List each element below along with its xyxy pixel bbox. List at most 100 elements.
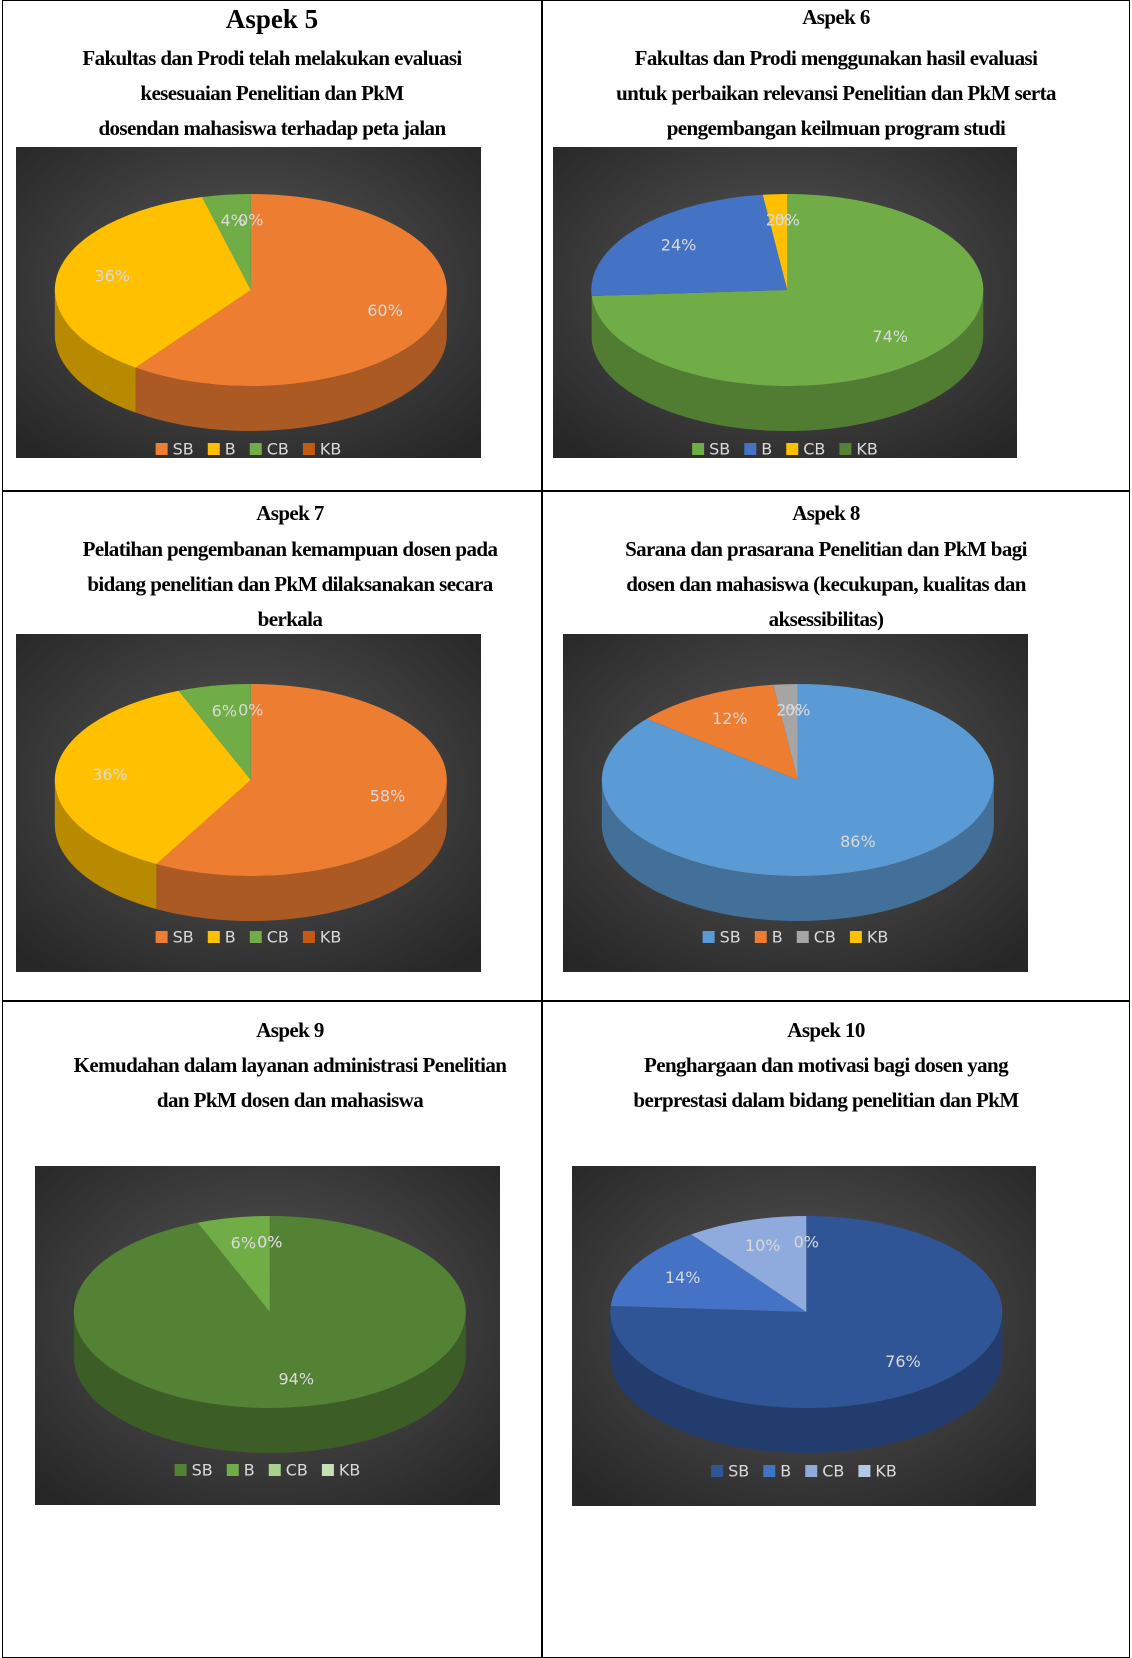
pie-chart: 86% 12% 2%0% SB B CB KB <box>563 634 1028 972</box>
data-label: 86% <box>840 832 876 851</box>
pie-chart: 58% 36% 6% 0% SB B CB KB <box>16 634 481 972</box>
pie-slice-side <box>73 1312 466 1453</box>
legend-swatch <box>849 931 862 943</box>
data-label: 10% <box>745 1236 781 1255</box>
legend: SB B CB KB <box>702 928 888 947</box>
legend-label: B <box>772 928 783 947</box>
legend: SB B CB KB <box>692 440 878 459</box>
legend-label: SB <box>173 928 194 947</box>
description-line: berprestasi dalam bidang penelitian dan … <box>633 1088 1019 1112</box>
pie-slice <box>135 194 447 386</box>
data-label: 6% <box>212 702 237 721</box>
description-line: bidang penelitian dan PkM dilaksanakan s… <box>87 572 493 596</box>
legend-swatch <box>207 931 220 943</box>
legend: SB B CB KB <box>155 440 341 459</box>
data-label: 0% <box>794 1232 819 1251</box>
legend-label: B <box>761 440 772 459</box>
legend-swatch <box>155 931 168 943</box>
legend-swatch <box>744 443 757 455</box>
legend-swatch <box>207 443 220 455</box>
description-line: untuk perbaikan relevansi Penelitian dan… <box>616 81 1056 105</box>
legend-swatch <box>249 443 262 455</box>
legend-label: KB <box>867 928 888 947</box>
data-label: 0% <box>785 700 810 719</box>
description-line: kesesuaian Penelitian dan PkM <box>140 81 404 105</box>
data-label: 36% <box>92 765 128 784</box>
legend-label: SB <box>709 440 730 459</box>
description-line: berkala <box>257 607 323 631</box>
legend-label: SB <box>192 1461 213 1480</box>
legend-label: B <box>244 1461 255 1480</box>
data-label: 2% <box>766 211 791 230</box>
legend-label: KB <box>339 1461 360 1480</box>
legend: SB B CB KB <box>174 1461 360 1480</box>
pie-chart: 60% 36% 4%0% SB B CB KB <box>16 147 481 458</box>
legend-swatch <box>268 1464 281 1476</box>
pie-slice-side <box>156 780 447 921</box>
pie-slice-side <box>54 290 136 413</box>
heading: Aspek 6 <box>802 5 870 29</box>
legend-swatch <box>321 1464 334 1476</box>
data-label: 58% <box>370 787 406 806</box>
legend-swatch <box>858 1465 871 1477</box>
data-label: 36% <box>94 267 130 286</box>
legend-swatch <box>249 931 262 943</box>
legend-swatch <box>302 931 315 943</box>
legend-label: SB <box>728 1462 749 1481</box>
legend-swatch <box>763 1465 776 1477</box>
pie-slice-side <box>135 290 447 431</box>
description-line: Fakultas dan Prodi menggunakan hasil eva… <box>634 46 1038 70</box>
legend-swatch <box>155 443 168 455</box>
pie-slice <box>54 690 251 865</box>
pie-slice-side <box>601 780 994 921</box>
legend-label: CB <box>267 440 289 459</box>
legend-label: KB <box>320 440 341 459</box>
legend-label: CB <box>267 928 289 947</box>
pie-chart: 76% 14% 10% 0% SB B CB KB <box>572 1166 1036 1506</box>
description-line: pengembangan keilmuan program studi <box>666 116 1006 140</box>
pie-slice <box>156 684 447 876</box>
legend-swatch <box>174 1464 187 1476</box>
data-label: 2% <box>776 701 801 720</box>
data-label: 94% <box>278 1369 314 1388</box>
pie-slice <box>601 684 994 876</box>
legend-label: B <box>780 1462 791 1481</box>
pie-slice <box>762 194 788 290</box>
data-label: 4% <box>220 211 245 230</box>
legend-label: KB <box>875 1462 896 1481</box>
data-label: 0% <box>775 210 800 229</box>
description-line: Pelatihan pengembanan kemampuan dosen pa… <box>82 537 498 561</box>
data-label: 14% <box>665 1268 701 1287</box>
description-line: Sarana dan prasarana Penelitian dan PkM … <box>625 537 1027 561</box>
legend-label: B <box>225 928 236 947</box>
heading: Aspek 5 <box>225 4 319 34</box>
pie-slice <box>610 1234 807 1312</box>
legend-label: SB <box>720 928 741 947</box>
legend-swatch <box>692 443 705 455</box>
table-cell <box>541 490 1130 1002</box>
legend-label: B <box>225 440 236 459</box>
data-label: 0% <box>257 1232 282 1251</box>
legend-swatch <box>839 443 852 455</box>
description-line: Penghargaan dan motivasi bagi dosen yang <box>644 1053 1009 1077</box>
data-label: 6% <box>231 1234 256 1253</box>
legend-swatch <box>302 443 315 455</box>
table-cell <box>2 490 543 1002</box>
legend-swatch <box>226 1464 239 1476</box>
pie-slice <box>646 684 798 780</box>
data-label: 0% <box>238 210 263 229</box>
pie-slice <box>178 684 251 780</box>
legend-label: CB <box>286 1461 308 1480</box>
description-line: dosen dan mahasiswa (kecukupan, kualitas… <box>626 572 1026 596</box>
legend-label: KB <box>320 928 341 947</box>
pie-slice <box>54 197 251 368</box>
legend-label: KB <box>856 440 877 459</box>
table-cell <box>2 0 543 492</box>
pie-slice <box>773 684 798 780</box>
data-label: 0% <box>257 1232 282 1251</box>
heading: Aspek 7 <box>256 501 324 525</box>
pie-slice <box>591 194 984 386</box>
pie-slice-side <box>54 780 157 910</box>
legend-swatch <box>805 1465 818 1477</box>
